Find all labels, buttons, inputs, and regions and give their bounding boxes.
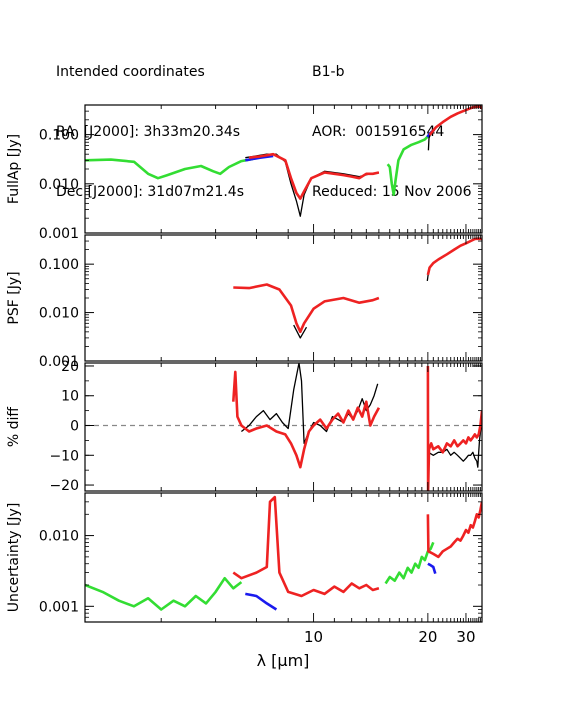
y-axis-label: % diff xyxy=(6,407,22,448)
panel-3: −20 −10 0 10 20 % diff xyxy=(6,359,483,494)
panel-series xyxy=(85,105,482,217)
red-series-line xyxy=(248,152,380,200)
y-tick-label: 0 xyxy=(70,419,79,435)
y-tick-label: 0.001 xyxy=(39,226,79,242)
header-left: Intended coordinates RA [J2000]: 3h33m20… xyxy=(56,22,244,222)
y-axis-label: Uncertainty [Jy] xyxy=(6,503,22,613)
red-series-line xyxy=(426,365,482,491)
header-right: B1-b AOR: 0015916544 Reduced: 15 Nov 200… xyxy=(312,22,472,222)
y-tick-label: 0.001 xyxy=(39,354,79,370)
red-series-line xyxy=(426,501,482,559)
panel-series xyxy=(85,495,482,611)
blue-series-line xyxy=(427,562,437,574)
y-tick-label: 0.100 xyxy=(39,128,79,144)
y-tick-label: −10 xyxy=(49,448,79,464)
reduced-date: Reduced: 15 Nov 2006 xyxy=(312,184,472,200)
y-axis-label: PSF [Jy] xyxy=(6,271,22,324)
y-tick-label: −20 xyxy=(49,478,79,494)
y-tick-label: 0.100 xyxy=(39,257,79,273)
coord-dec: Dec [J2000]: 31d07m21.4s xyxy=(56,184,245,200)
green-series-line xyxy=(85,576,243,611)
black-series-line xyxy=(293,324,308,339)
y-axis-label: FullAp [Jy] xyxy=(6,134,22,204)
y-tick-label: 0.001 xyxy=(39,599,79,615)
y-tick-label: 0.010 xyxy=(39,306,79,322)
coord-ra: RA [J2000]: 3h33m20.34s xyxy=(56,124,241,140)
target-name: B1-b xyxy=(312,64,345,80)
green-series-line xyxy=(384,541,435,585)
panel-frame xyxy=(84,104,483,234)
y-tick-label: 10 xyxy=(61,389,79,405)
red-series-line xyxy=(426,237,482,276)
panel-frame xyxy=(84,234,483,362)
coord-title: Intended coordinates xyxy=(56,64,205,80)
panel-4: 0.001 0.010 Uncertainty [Jy] 10 20 30 λ [μm] xyxy=(6,492,483,670)
y-tick-label: 0.010 xyxy=(39,177,79,193)
panel-frame xyxy=(84,362,483,492)
green-series-line xyxy=(85,157,254,180)
panel-series xyxy=(233,237,482,339)
black-series-line xyxy=(241,363,379,445)
red-series-line xyxy=(233,283,380,334)
red-series-line xyxy=(428,105,482,136)
x-tick-label: 10 xyxy=(304,628,323,646)
panel-frame xyxy=(84,492,483,623)
x-tick-label: 20 xyxy=(418,628,437,646)
y-tick-label: 20 xyxy=(61,359,79,375)
red-series-line xyxy=(232,495,380,598)
panel-1: 0.001 0.010 0.100 FullAp [Jy] xyxy=(6,104,483,242)
y-tick-label: 0.010 xyxy=(39,529,79,545)
black-series-line xyxy=(245,153,379,217)
panel-2: 0.001 0.010 0.100 PSF [Jy] xyxy=(6,234,483,370)
x-axis-label: λ [μm] xyxy=(257,651,310,670)
red-series-line xyxy=(232,370,381,469)
x-tick-label: 30 xyxy=(456,628,475,646)
aor-id: AOR: 0015916544 xyxy=(312,124,445,140)
panel-series xyxy=(232,363,482,491)
blue-series-line xyxy=(245,592,278,611)
green-series-line xyxy=(386,133,431,196)
